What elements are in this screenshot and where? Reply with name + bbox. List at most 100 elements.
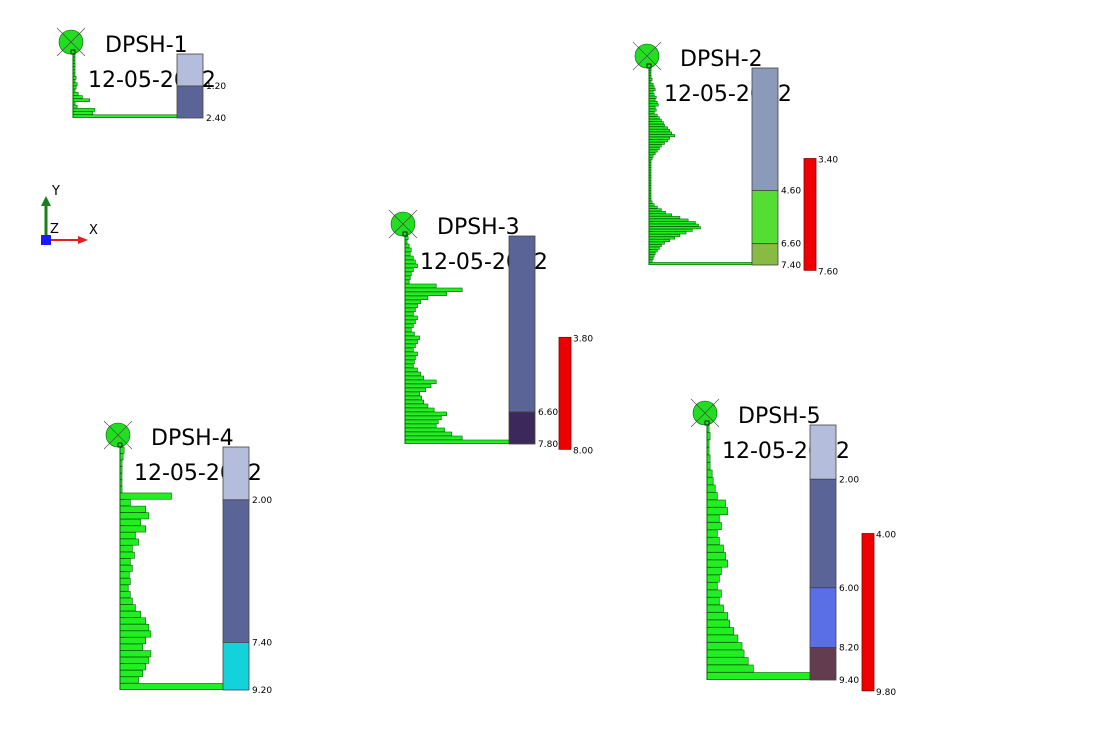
penetration-bar bbox=[648, 144, 662, 148]
penetration-bar bbox=[648, 208, 662, 212]
probe-cross-icon bbox=[388, 209, 418, 239]
penetration-bar bbox=[706, 567, 722, 575]
penetration-bar bbox=[119, 584, 129, 592]
penetration-bar bbox=[404, 367, 418, 373]
penetration-bar bbox=[404, 435, 463, 441]
interval-bar[interactable] bbox=[558, 336, 572, 450]
penetration-bar bbox=[404, 283, 437, 289]
penetration-bar bbox=[648, 131, 672, 135]
penetration-bar bbox=[648, 152, 656, 155]
penetration-bar bbox=[119, 538, 139, 546]
penetration-bar bbox=[404, 343, 416, 349]
penetration-bar bbox=[404, 439, 510, 445]
interval-bar[interactable] bbox=[861, 533, 875, 692]
stratigraphy-layer[interactable] bbox=[809, 647, 837, 681]
penetration-bar bbox=[648, 218, 689, 222]
stratigraphy-layer[interactable] bbox=[176, 53, 204, 87]
penetration-bar bbox=[706, 604, 724, 613]
penetration-bar bbox=[706, 672, 811, 680]
penetration-bar bbox=[119, 505, 147, 513]
penetration-bar bbox=[119, 564, 133, 572]
penetration-bar bbox=[648, 88, 656, 92]
penetration-bar bbox=[706, 657, 749, 665]
penetration-bar bbox=[706, 589, 722, 598]
penetration-bar bbox=[648, 203, 655, 207]
penetration-bar bbox=[648, 257, 654, 260]
penetration-bar bbox=[706, 499, 726, 508]
penetration-bar bbox=[648, 136, 670, 140]
stratigraphy-layer[interactable] bbox=[222, 446, 250, 501]
probe-head-marker bbox=[646, 63, 652, 69]
penetration-bar bbox=[648, 98, 656, 102]
penetration-bar bbox=[706, 492, 718, 500]
penetration-bar bbox=[706, 664, 754, 673]
penetration-bar bbox=[404, 295, 429, 301]
penetration-bar bbox=[72, 98, 90, 103]
probe-name: DPSH-2 bbox=[680, 47, 763, 72]
penetration-bar bbox=[706, 469, 713, 478]
penetration-bar bbox=[119, 499, 131, 507]
stratigraphy-layer[interactable] bbox=[222, 499, 250, 643]
penetration-bar bbox=[648, 249, 658, 253]
penetration-bar bbox=[648, 111, 655, 115]
penetration-bar bbox=[404, 243, 410, 249]
layer-depth-label: 2.00 bbox=[252, 496, 272, 506]
penetration-bar bbox=[119, 637, 147, 645]
origin-marker bbox=[41, 235, 51, 245]
layer-depth-label: 2.40 bbox=[206, 114, 226, 124]
penetration-bar bbox=[648, 139, 668, 143]
penetration-bar bbox=[119, 545, 133, 553]
penetration-bar bbox=[648, 134, 676, 138]
penetration-bar bbox=[72, 104, 78, 109]
stratigraphy-layer[interactable] bbox=[751, 243, 779, 266]
penetration-bar bbox=[648, 251, 656, 255]
penetration-bar bbox=[119, 525, 147, 533]
penetration-bar bbox=[119, 624, 150, 631]
stratigraphy-layer[interactable] bbox=[508, 235, 536, 413]
penetration-bar bbox=[404, 327, 412, 333]
penetration-bar bbox=[648, 246, 660, 250]
penetration-bar bbox=[648, 213, 672, 217]
penetration-bar bbox=[119, 683, 224, 690]
penetration-bar bbox=[404, 247, 412, 253]
penetration-bar bbox=[404, 311, 414, 317]
axis-indicator: Y Z X bbox=[41, 184, 98, 245]
stratigraphy-layer[interactable] bbox=[222, 642, 250, 691]
layer-depth-label: 7.80 bbox=[538, 440, 558, 450]
penetration-bar bbox=[648, 103, 659, 107]
penetration-bar bbox=[706, 537, 720, 545]
penetration-bar bbox=[404, 303, 418, 309]
stratigraphy-layer[interactable] bbox=[508, 411, 536, 445]
penetration-bar bbox=[404, 275, 411, 281]
stratigraphy-layer[interactable] bbox=[809, 478, 837, 589]
stratigraphy-layer[interactable] bbox=[751, 67, 779, 191]
stratigraphy-layer[interactable] bbox=[751, 190, 779, 245]
stratigraphy-layer[interactable] bbox=[809, 587, 837, 648]
interval-top-label: 3.80 bbox=[573, 334, 593, 344]
penetration-bar bbox=[119, 532, 136, 539]
interval-bar[interactable] bbox=[803, 158, 817, 271]
penetration-bar bbox=[648, 254, 655, 258]
penetration-bar bbox=[404, 347, 414, 353]
penetration-bar bbox=[648, 234, 681, 237]
penetration-bar bbox=[404, 411, 447, 417]
stratigraphy-layer[interactable] bbox=[809, 424, 837, 480]
penetration-bar bbox=[404, 395, 422, 401]
penetration-bar bbox=[119, 492, 172, 500]
penetration-bar bbox=[404, 291, 447, 297]
penetration-bar bbox=[72, 82, 78, 87]
penetration-bar bbox=[404, 359, 415, 365]
penetration-bar bbox=[706, 477, 714, 485]
stratigraphy-layer[interactable] bbox=[176, 85, 204, 119]
penetration-bar bbox=[404, 375, 425, 381]
penetration-bar bbox=[119, 591, 131, 599]
z-axis-label: Z bbox=[50, 222, 59, 237]
penetration-bar bbox=[648, 126, 668, 130]
layer-depth-label: 2.00 bbox=[839, 475, 859, 485]
